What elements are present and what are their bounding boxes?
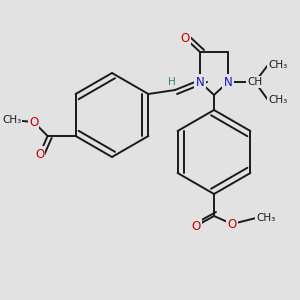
Text: N: N	[224, 76, 232, 88]
Text: O: O	[191, 220, 201, 232]
Text: CH₃: CH₃	[2, 115, 21, 125]
Text: O: O	[29, 116, 38, 128]
Text: O: O	[227, 218, 237, 230]
Text: H: H	[168, 77, 176, 87]
Text: CH₃: CH₃	[256, 213, 275, 223]
Text: CH₃: CH₃	[268, 60, 287, 70]
Text: CH: CH	[248, 77, 262, 87]
Text: O: O	[35, 148, 44, 160]
Text: O: O	[180, 32, 190, 44]
Text: N: N	[196, 76, 204, 88]
Text: CH₃: CH₃	[268, 95, 287, 105]
